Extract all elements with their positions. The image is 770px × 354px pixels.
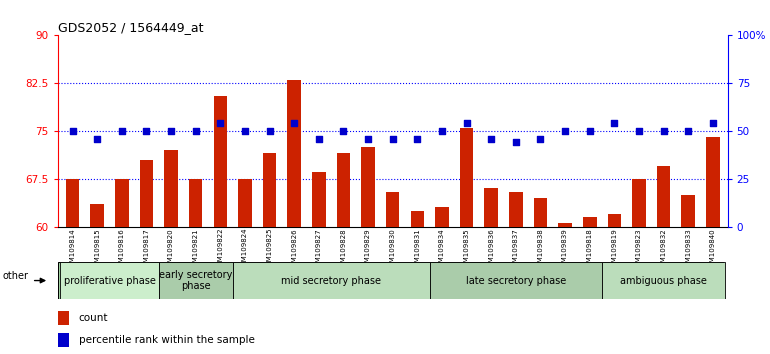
Bar bbox=[558, 223, 572, 227]
Bar bbox=[460, 128, 474, 227]
Bar bbox=[58, 333, 69, 347]
Point bbox=[362, 136, 374, 142]
Text: GDS2052 / 1564449_at: GDS2052 / 1564449_at bbox=[58, 21, 203, 34]
Bar bbox=[336, 153, 350, 227]
Point bbox=[707, 120, 719, 126]
Bar bbox=[115, 179, 129, 227]
Point bbox=[288, 120, 300, 126]
Bar bbox=[287, 80, 301, 227]
Point bbox=[608, 120, 621, 126]
Bar bbox=[602, 262, 725, 299]
Text: count: count bbox=[79, 313, 108, 323]
Point bbox=[534, 136, 547, 142]
Bar bbox=[65, 179, 79, 227]
Point bbox=[189, 128, 202, 134]
Bar bbox=[139, 160, 153, 227]
Bar bbox=[430, 262, 602, 299]
Bar bbox=[608, 214, 621, 227]
Point bbox=[633, 128, 645, 134]
Bar bbox=[706, 137, 720, 227]
Point bbox=[116, 128, 128, 134]
Bar bbox=[484, 188, 498, 227]
Bar bbox=[238, 179, 252, 227]
Bar bbox=[386, 192, 400, 227]
Bar bbox=[159, 262, 233, 299]
Point bbox=[387, 136, 399, 142]
Point bbox=[584, 128, 596, 134]
Bar bbox=[361, 147, 375, 227]
Bar bbox=[233, 262, 430, 299]
Bar bbox=[90, 204, 104, 227]
Point bbox=[436, 128, 448, 134]
Bar bbox=[534, 198, 547, 227]
Bar bbox=[509, 192, 523, 227]
Point bbox=[337, 128, 350, 134]
Point bbox=[658, 128, 670, 134]
Text: percentile rank within the sample: percentile rank within the sample bbox=[79, 335, 254, 345]
Point bbox=[411, 136, 424, 142]
Point bbox=[214, 120, 226, 126]
Point bbox=[682, 128, 695, 134]
Point bbox=[313, 136, 325, 142]
Bar bbox=[657, 166, 671, 227]
Bar bbox=[60, 262, 159, 299]
Bar bbox=[410, 211, 424, 227]
Text: late secretory phase: late secretory phase bbox=[466, 275, 566, 286]
Bar bbox=[213, 96, 227, 227]
Bar bbox=[435, 207, 449, 227]
Point bbox=[239, 128, 251, 134]
Point bbox=[140, 128, 152, 134]
Text: other: other bbox=[3, 271, 29, 281]
Text: proliferative phase: proliferative phase bbox=[64, 275, 156, 286]
Bar bbox=[164, 150, 178, 227]
Point bbox=[510, 139, 522, 145]
Bar bbox=[583, 217, 597, 227]
Bar bbox=[58, 312, 69, 325]
Bar bbox=[632, 179, 646, 227]
Text: mid secretory phase: mid secretory phase bbox=[281, 275, 381, 286]
Bar bbox=[681, 195, 695, 227]
Point bbox=[559, 128, 571, 134]
Bar bbox=[312, 172, 326, 227]
Point bbox=[165, 128, 177, 134]
Point bbox=[485, 136, 497, 142]
Point bbox=[460, 120, 473, 126]
Text: ambiguous phase: ambiguous phase bbox=[620, 275, 707, 286]
Bar bbox=[189, 179, 203, 227]
Point bbox=[91, 136, 103, 142]
Text: early secretory
phase: early secretory phase bbox=[159, 270, 233, 291]
Point bbox=[263, 128, 276, 134]
Point bbox=[66, 128, 79, 134]
Bar bbox=[263, 153, 276, 227]
